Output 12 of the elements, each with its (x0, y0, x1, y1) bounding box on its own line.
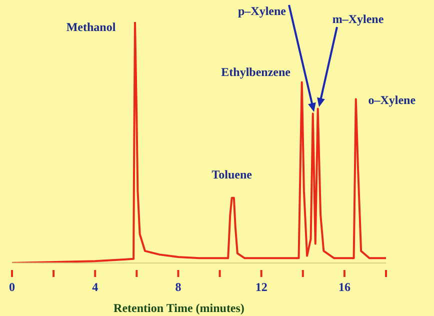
x-tick-label: 4 (92, 280, 98, 294)
annotation: Methanol (66, 20, 116, 34)
x-tick-label: 8 (175, 280, 182, 294)
annotation: o–Xylene (368, 92, 416, 107)
annotation: Toluene (212, 168, 253, 182)
annotation: m–Xylene (332, 12, 384, 26)
x-tick-label: 12 (255, 280, 268, 294)
x-axis-title: Retention Time (minutes) (114, 301, 244, 315)
x-tick-label: 0 (9, 280, 15, 294)
annotation: Ethylbenzene (221, 65, 292, 79)
text: p–Xylene (238, 4, 287, 18)
x-tick-label: 16 (338, 280, 350, 294)
